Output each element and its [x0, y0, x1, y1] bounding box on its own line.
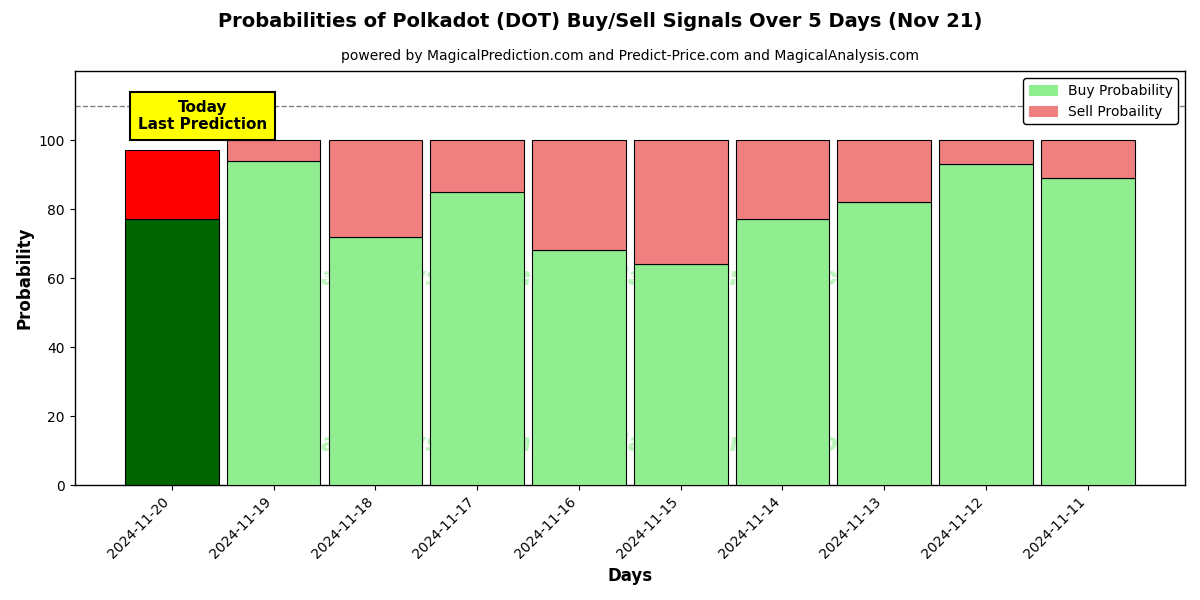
Bar [736, 140, 829, 220]
Bar [1040, 140, 1134, 178]
Bar [125, 151, 218, 220]
Bar [634, 264, 727, 485]
Title: powered by MagicalPrediction.com and Predict-Price.com and MagicalAnalysis.com: powered by MagicalPrediction.com and Pre… [341, 49, 919, 63]
Text: MagicalPrediction.com: MagicalPrediction.com [604, 266, 923, 290]
Bar [227, 140, 320, 161]
Text: Probabilities of Polkadot (DOT) Buy/Sell Signals Over 5 Days (Nov 21): Probabilities of Polkadot (DOT) Buy/Sell… [218, 12, 982, 31]
Bar [329, 236, 422, 485]
Bar [1040, 178, 1134, 485]
Bar [431, 140, 524, 192]
Bar [940, 164, 1033, 485]
Text: Today
Last Prediction: Today Last Prediction [138, 100, 268, 132]
Text: MagicalPrediction.com: MagicalPrediction.com [604, 431, 923, 455]
Bar [532, 140, 625, 250]
Legend: Buy Probability, Sell Probaility: Buy Probability, Sell Probaility [1024, 78, 1178, 124]
Bar [125, 220, 218, 485]
Bar [838, 202, 931, 485]
Bar [634, 140, 727, 264]
Bar [532, 250, 625, 485]
Bar [329, 140, 422, 236]
X-axis label: Days: Days [607, 567, 653, 585]
Bar [736, 220, 829, 485]
Y-axis label: Probability: Probability [16, 227, 34, 329]
Bar [838, 140, 931, 202]
Bar [431, 192, 524, 485]
Bar [940, 140, 1033, 164]
Text: MagicalAnalysis.com: MagicalAnalysis.com [239, 266, 533, 290]
Bar [227, 161, 320, 485]
Text: MagicalAnalysis.com: MagicalAnalysis.com [239, 431, 533, 455]
